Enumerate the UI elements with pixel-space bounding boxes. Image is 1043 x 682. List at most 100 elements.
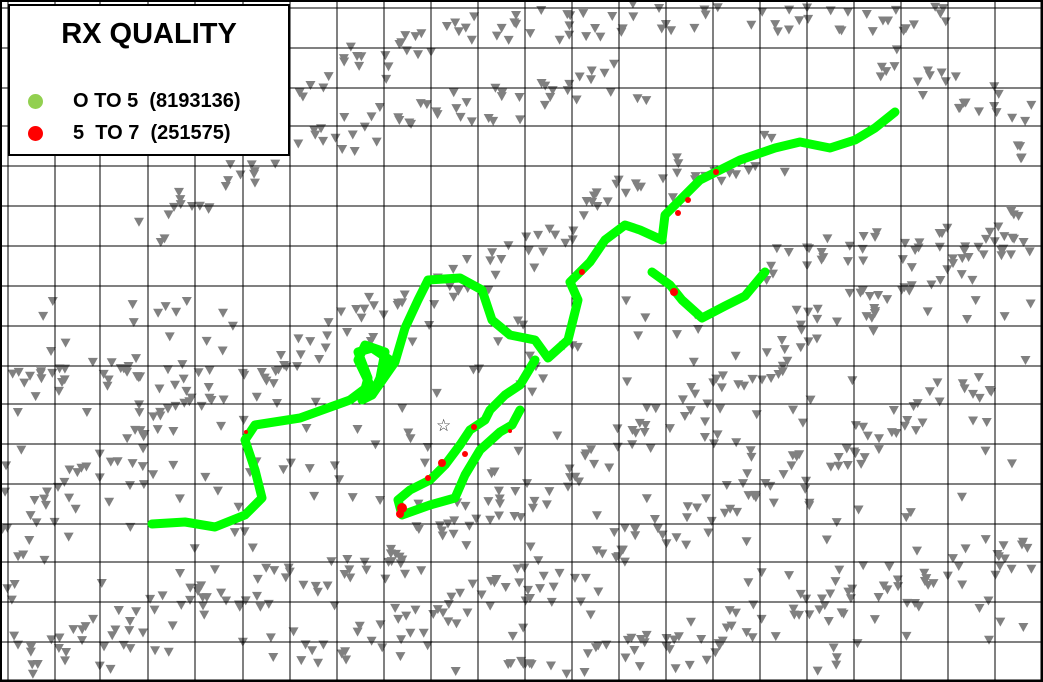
- cell-site-sector-icon: [410, 32, 421, 42]
- cell-site-sector-icon: [364, 292, 375, 302]
- cell-site-sector-icon: [656, 24, 667, 34]
- cell-site-sector-icon: [859, 453, 870, 463]
- cell-site-sector-icon: [957, 254, 968, 264]
- cell-site-sector-icon: [1018, 623, 1029, 633]
- cell-site-sector-icon: [1020, 116, 1031, 126]
- cell-site-sector-icon: [523, 585, 534, 595]
- cell-site-sector-icon: [565, 11, 576, 21]
- cell-site-sector-icon: [831, 653, 842, 663]
- cell-site-sector-icon: [783, 247, 794, 257]
- cell-site-sector-icon: [673, 632, 684, 642]
- cell-site-sector-icon: [795, 589, 806, 599]
- cell-site-sector-icon: [2, 523, 13, 533]
- cell-site-sector-icon: [155, 407, 166, 417]
- cell-site-sector-icon: [98, 369, 109, 379]
- cell-site-sector-icon: [730, 351, 741, 361]
- cell-site-sector-icon: [766, 133, 777, 143]
- cell-site-sector-icon: [374, 103, 385, 113]
- cell-site-sector-icon: [873, 593, 884, 603]
- cell-site-sector-icon: [841, 444, 852, 454]
- cell-site-sector-icon: [565, 473, 576, 483]
- cell-site-sector-icon: [980, 446, 991, 456]
- cell-site-sector-icon: [800, 484, 811, 494]
- cell-site-sector-icon: [805, 395, 816, 405]
- cell-site-sector-icon: [309, 125, 320, 135]
- cell-site-sector-icon: [741, 537, 752, 547]
- cell-site-sector-icon: [529, 496, 540, 506]
- cell-site-sector-icon: [196, 401, 207, 411]
- cell-site-sector-icon: [604, 463, 615, 473]
- cell-site-sector-icon: [772, 27, 783, 37]
- cell-site-sector-icon: [185, 583, 196, 593]
- cell-site-sector-icon: [155, 237, 166, 247]
- cell-site-sector-icon: [184, 397, 195, 407]
- cell-site-sector-icon: [131, 354, 142, 364]
- cell-site-sector-icon: [871, 228, 882, 238]
- cell-site-sector-icon: [554, 568, 565, 578]
- cell-site-sector-icon: [489, 578, 500, 588]
- cell-site-sector-icon: [320, 343, 331, 353]
- cell-site-sector-icon: [858, 231, 869, 241]
- legend-item-poor: 5 TO 7 (251575): [28, 118, 231, 148]
- cell-site-sector-icon: [601, 640, 612, 650]
- cell-site-sector-icon: [948, 259, 959, 269]
- cell-site-sector-icon: [396, 635, 407, 645]
- cell-site-sector-icon: [1007, 113, 1018, 123]
- cell-site-sector-icon: [368, 332, 379, 342]
- cell-site-sector-icon: [354, 61, 365, 71]
- cell-site-sector-icon: [873, 290, 884, 300]
- cell-site-sector-icon: [212, 486, 223, 496]
- cell-site-sector-icon: [788, 405, 799, 415]
- cell-site-sector-icon: [591, 546, 602, 556]
- cell-site-sector-icon: [60, 338, 71, 348]
- cell-site-sector-icon: [706, 516, 717, 526]
- cell-site-sector-icon: [405, 434, 416, 444]
- cell-site-sector-icon: [866, 313, 877, 323]
- cell-site-sector-icon: [431, 107, 442, 117]
- cell-site-sector-icon: [175, 195, 186, 205]
- cell-site-sector-icon: [870, 307, 881, 317]
- cell-site-sector-icon: [395, 652, 406, 662]
- cell-site-sector-icon: [634, 662, 645, 672]
- cell-site-sector-icon: [104, 497, 115, 507]
- cell-site-sector-icon: [891, 45, 902, 55]
- cell-site-sector-icon: [467, 579, 478, 589]
- cell-site-sector-icon: [514, 93, 525, 103]
- cell-site-sector-icon: [137, 628, 148, 638]
- legend-title: RX QUALITY: [61, 18, 237, 50]
- cell-site-sector-icon: [956, 270, 967, 280]
- cell-site-sector-icon: [349, 147, 360, 157]
- cell-site-sector-icon: [862, 431, 873, 441]
- cell-site-sector-icon: [198, 601, 209, 611]
- cell-site-sector-icon: [554, 35, 565, 45]
- cell-site-sector-icon: [786, 461, 797, 471]
- cell-site-sector-icon: [908, 20, 919, 30]
- cell-site-sector-icon: [167, 621, 178, 631]
- cell-site-sector-icon: [847, 376, 858, 386]
- cell-site-sector-icon: [748, 600, 759, 610]
- cell-site-sector-icon: [639, 638, 650, 648]
- cell-site-sector-icon: [938, 4, 949, 14]
- cell-site-sector-icon: [483, 113, 494, 123]
- poor-quality-sample: [438, 459, 446, 467]
- cell-site-sector-icon: [99, 642, 110, 652]
- cell-site-sector-icon: [110, 625, 121, 635]
- cell-site-sector-icon: [255, 602, 266, 612]
- cell-site-sector-icon: [105, 457, 116, 467]
- cell-site-sector-icon: [804, 501, 815, 511]
- cell-site-sector-icon: [717, 636, 728, 646]
- cell-site-sector-icon: [356, 52, 367, 62]
- cell-site-sector-icon: [688, 357, 699, 367]
- cell-site-sector-icon: [906, 263, 917, 273]
- cell-site-sector-icon: [940, 77, 951, 87]
- cell-site-sector-icon: [239, 527, 250, 537]
- cell-site-sector-icon: [571, 95, 582, 105]
- cell-site-sector-icon: [518, 320, 529, 330]
- cell-site-sector-icon: [54, 633, 65, 643]
- cell-site-sector-icon: [1016, 540, 1027, 550]
- cell-site-sector-icon: [47, 297, 58, 307]
- cell-site-sector-icon: [784, 571, 795, 581]
- cell-site-sector-icon: [536, 6, 547, 16]
- cell-site-sector-icon: [757, 7, 768, 17]
- cell-site-sector-icon: [431, 388, 442, 398]
